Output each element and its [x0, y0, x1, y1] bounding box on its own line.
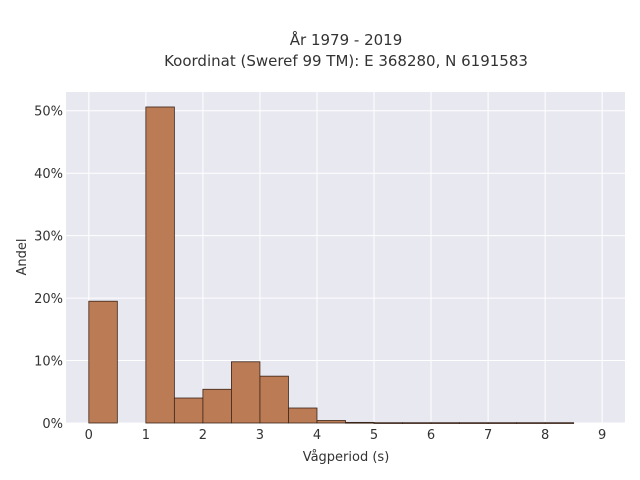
x-tick-label-9: 9: [598, 428, 606, 443]
histogram-bar-15: [516, 422, 546, 424]
histogram-bar-13: [459, 422, 489, 424]
x-tick-label-7: 7: [484, 428, 492, 443]
chart-title-line-2: Koordinat (Sweref 99 TM): E 368280, N 61…: [164, 52, 528, 70]
chart-title-line-1: År 1979 - 2019: [290, 30, 403, 49]
x-tick-label-1: 1: [142, 428, 150, 443]
x-tick-label-5: 5: [370, 428, 378, 443]
histogram-bar-7: [288, 407, 318, 424]
x-tick-label-3: 3: [256, 428, 264, 443]
y-tick-label-5: 50%: [34, 105, 63, 120]
y-axis-label: Andel: [15, 239, 30, 276]
histogram-bar-2: [145, 106, 175, 424]
histogram-bar-3: [173, 397, 204, 424]
y-tick-label-3: 30%: [34, 230, 63, 245]
y-tick-label-0: 0%: [42, 417, 63, 432]
histogram-bar-0: [88, 300, 118, 424]
x-tick-labels: 0 1 2 3 4 5 6 7 8 9: [85, 428, 607, 443]
histogram-bar-10: [373, 422, 403, 424]
y-tick-label-2: 20%: [34, 292, 63, 307]
x-tick-label-8: 8: [541, 428, 549, 443]
histogram-bar-14: [487, 422, 518, 424]
y-tick-label-1: 10%: [34, 355, 63, 370]
x-tick-label-0: 0: [85, 428, 93, 443]
x-tick-label-4: 4: [313, 428, 321, 443]
histogram-bar-6: [259, 375, 289, 424]
histogram-bar-16: [544, 422, 575, 424]
histogram-bar-9: [345, 421, 375, 424]
y-tick-labels: 0% 10% 20% 30% 40% 50%: [34, 105, 63, 432]
x-tick-label-6: 6: [427, 428, 435, 443]
x-axis-label: Vågperiod (s): [303, 450, 390, 465]
histogram-bar-8: [316, 420, 346, 424]
histogram-bar-11: [402, 422, 432, 424]
x-tick-label-2: 2: [199, 428, 207, 443]
bars: [88, 106, 575, 424]
histogram-bar-5: [231, 361, 261, 424]
histogram-bar-12: [430, 422, 460, 424]
histogram-bar-4: [202, 388, 232, 424]
y-tick-label-4: 40%: [34, 167, 63, 182]
